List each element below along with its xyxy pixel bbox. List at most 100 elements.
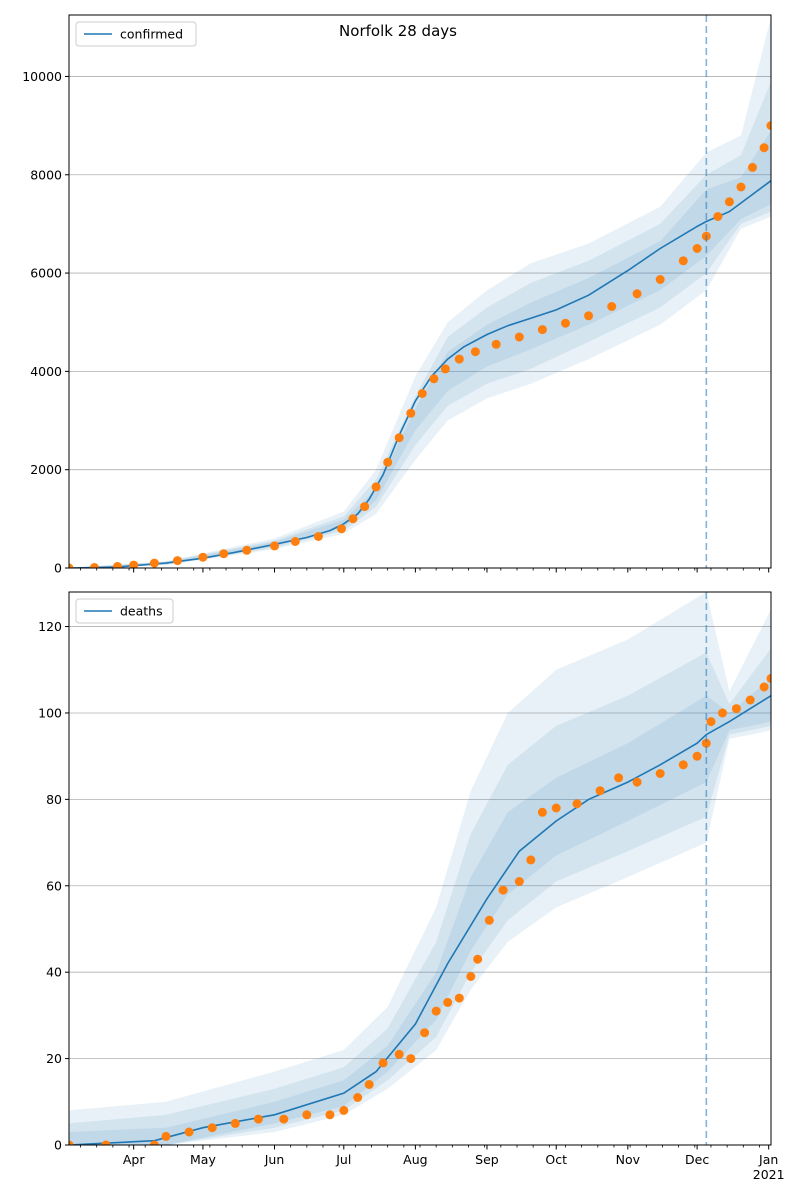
observed-point bbox=[198, 552, 208, 562]
observed-point bbox=[101, 1140, 111, 1145]
observed-point bbox=[313, 532, 323, 541]
deaths-model-line bbox=[69, 695, 771, 1145]
observed-point bbox=[378, 1058, 388, 1068]
observed-point bbox=[692, 244, 702, 253]
observed-point bbox=[537, 325, 547, 335]
observed-point bbox=[514, 332, 524, 342]
legend-label: confirmed bbox=[120, 27, 183, 42]
confirmed-model-line bbox=[69, 180, 771, 568]
observed-point bbox=[420, 1028, 430, 1038]
legend-box bbox=[75, 21, 197, 47]
observed-point bbox=[406, 408, 416, 418]
observed-point bbox=[498, 885, 508, 895]
y-tick-label: 0 bbox=[54, 561, 62, 576]
observed-point bbox=[537, 807, 547, 817]
deaths-legend: deaths bbox=[75, 598, 174, 624]
y-tick-label: 20 bbox=[46, 1051, 62, 1066]
observed-point bbox=[302, 1110, 312, 1120]
observed-point bbox=[607, 302, 617, 311]
observed-point bbox=[736, 182, 746, 192]
observed-point bbox=[759, 682, 769, 692]
y-tick-label: 120 bbox=[38, 619, 62, 634]
observed-point bbox=[290, 537, 300, 546]
observed-point bbox=[466, 972, 476, 981]
observed-point bbox=[325, 1110, 335, 1120]
observed-point bbox=[219, 549, 229, 559]
observed-point bbox=[161, 1131, 171, 1141]
observed-point bbox=[149, 1140, 159, 1145]
observed-point bbox=[759, 143, 769, 153]
observed-point bbox=[678, 760, 688, 770]
plot-area bbox=[69, 592, 771, 1145]
observed-point bbox=[371, 482, 381, 492]
observed-point bbox=[470, 347, 480, 357]
observed-point bbox=[724, 197, 734, 207]
observed-point bbox=[364, 1080, 374, 1089]
y-tick-label: 100 bbox=[38, 705, 62, 720]
observed-point bbox=[207, 1123, 217, 1133]
observed-point bbox=[484, 915, 494, 925]
observed-point bbox=[632, 777, 642, 787]
observed-point bbox=[678, 256, 688, 266]
observed-point bbox=[526, 855, 536, 865]
y-tick-label: 8000 bbox=[30, 167, 62, 182]
observed-point bbox=[551, 803, 561, 813]
observed-point bbox=[584, 311, 594, 321]
y-tick-label: 60 bbox=[46, 878, 62, 893]
uncertainty-band-1 bbox=[69, 17, 771, 568]
observed-point bbox=[129, 560, 139, 568]
observed-point bbox=[514, 877, 524, 886]
observed-point bbox=[353, 1093, 363, 1102]
chart-title: Norfolk 28 days bbox=[339, 22, 457, 40]
x-tick-label: Sep bbox=[475, 1152, 499, 1167]
observed-point bbox=[69, 1140, 74, 1145]
observed-point bbox=[253, 1114, 263, 1124]
observed-point bbox=[706, 717, 716, 727]
confirmed-legend: confirmed bbox=[75, 21, 197, 47]
observed-point bbox=[184, 1127, 194, 1137]
uncertainty-band-1 bbox=[69, 592, 771, 1145]
observed-point bbox=[406, 1054, 416, 1064]
observed-point bbox=[337, 524, 346, 534]
x-tick-label: Jul bbox=[335, 1152, 351, 1167]
y-tick-label: 4000 bbox=[30, 364, 62, 379]
observed-point bbox=[89, 563, 99, 568]
observed-point bbox=[766, 121, 771, 131]
x-tick-label: Dec bbox=[685, 1152, 709, 1167]
y-tick-label: 10000 bbox=[22, 69, 62, 84]
uncertainty-band-2 bbox=[69, 81, 771, 568]
uncertainty-band-3 bbox=[69, 678, 771, 1145]
observed-point bbox=[655, 769, 665, 778]
observed-point bbox=[748, 162, 757, 172]
x-tick-label: Jan bbox=[758, 1152, 778, 1167]
observed-point bbox=[632, 289, 642, 299]
observed-point bbox=[655, 275, 665, 284]
observed-point bbox=[242, 545, 252, 555]
observed-point bbox=[149, 558, 159, 568]
observed-point bbox=[443, 997, 453, 1007]
observed-point bbox=[614, 773, 624, 783]
observed-point bbox=[431, 1006, 441, 1016]
observed-point bbox=[113, 562, 122, 568]
observed-point bbox=[440, 364, 450, 374]
y-tick-label: 80 bbox=[46, 792, 62, 807]
x-tick-label: Jun bbox=[264, 1152, 285, 1167]
observed-point bbox=[279, 1114, 289, 1124]
legend-box bbox=[75, 598, 174, 624]
observed-point bbox=[713, 212, 723, 221]
deaths-panel: 0 20 40 60 80 100 120 Apr May Jun Jul Aug Sep Oct Nov D… bbox=[38, 591, 785, 1182]
y-tick-label: 2000 bbox=[30, 462, 62, 477]
y-tick-label: 40 bbox=[46, 965, 62, 980]
observed-point bbox=[348, 514, 358, 524]
observed-point bbox=[394, 433, 404, 443]
observed-point bbox=[429, 374, 439, 384]
confirmed-panel: 0 2000 4000 6000 8000 10000 confirmed bbox=[22, 14, 772, 576]
observed-point bbox=[417, 389, 427, 398]
observed-point bbox=[360, 502, 370, 512]
observed-point bbox=[69, 563, 74, 568]
observed-point bbox=[270, 541, 279, 551]
observed-point bbox=[339, 1105, 349, 1115]
observed-point bbox=[718, 708, 727, 718]
observed-point bbox=[692, 751, 702, 761]
uncertainty-band-2 bbox=[69, 648, 771, 1145]
